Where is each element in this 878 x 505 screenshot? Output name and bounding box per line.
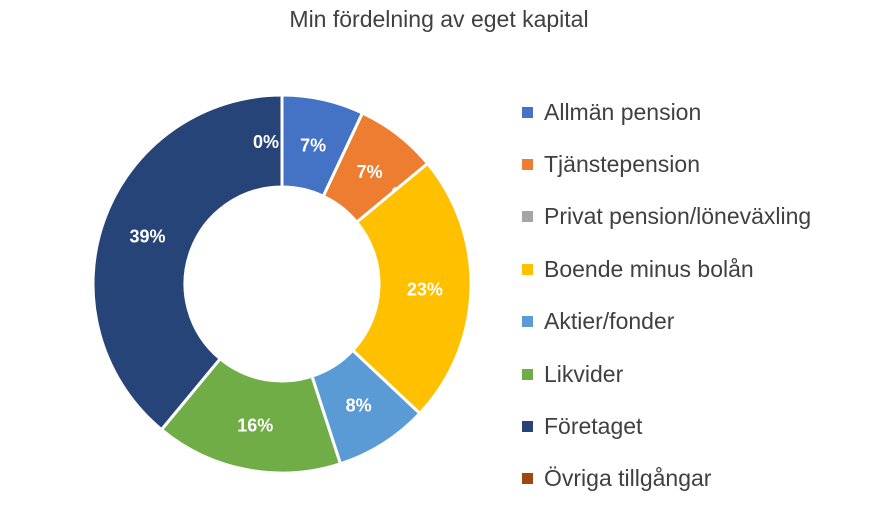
legend-label: Övriga tillgångar (544, 465, 712, 492)
legend-swatch (522, 473, 533, 485)
legend-label: Företaget (544, 413, 643, 440)
legend-label: Privat pension/löneväxling (544, 203, 812, 230)
data-label-7: 0% (253, 132, 279, 152)
legend-swatch (522, 106, 533, 118)
legend-swatch (522, 368, 533, 380)
donut-slice-5 (159, 356, 343, 475)
data-label-4: 8% (346, 396, 372, 416)
legend-item-2: Privat pension/löneväxling (522, 191, 811, 243)
donut-slice-3 (350, 161, 473, 416)
legend-label: Boende minus bolån (544, 255, 754, 282)
legend-item-1: Tjänstepension (522, 138, 811, 190)
legend-label: Allmän pension (544, 98, 702, 125)
data-label-3: 23% (407, 279, 443, 299)
legend-item-0: Allmän pension (522, 86, 811, 138)
legend-item-3: Boende minus bolån (522, 243, 811, 295)
chart-legend: Allmän pension Tjänstepension Privat pensi… (522, 86, 811, 505)
donut-slice-6 (91, 93, 284, 432)
legend-swatch (522, 211, 533, 223)
data-label-5: 16% (237, 415, 273, 435)
legend-item-5: Likvider (522, 348, 811, 400)
data-label-1: 7% (357, 162, 383, 182)
legend-item-4: Aktier/fonder (522, 296, 811, 348)
legend-swatch (522, 421, 533, 433)
chart-title: Min fördelning av eget kapital (289, 6, 589, 32)
legend-item-7: Övriga tillgångar (522, 453, 811, 505)
legend-swatch (522, 316, 533, 328)
legend-label: Likvider (544, 360, 624, 387)
data-label-6: 39% (129, 227, 165, 247)
legend-item-6: Företaget (522, 400, 811, 452)
legend-label: Aktier/fonder (544, 308, 675, 335)
legend-swatch (522, 263, 533, 275)
data-label-0: 7% (300, 135, 326, 155)
legend-label: Tjänstepension (544, 151, 700, 178)
legend-swatch (522, 159, 533, 171)
